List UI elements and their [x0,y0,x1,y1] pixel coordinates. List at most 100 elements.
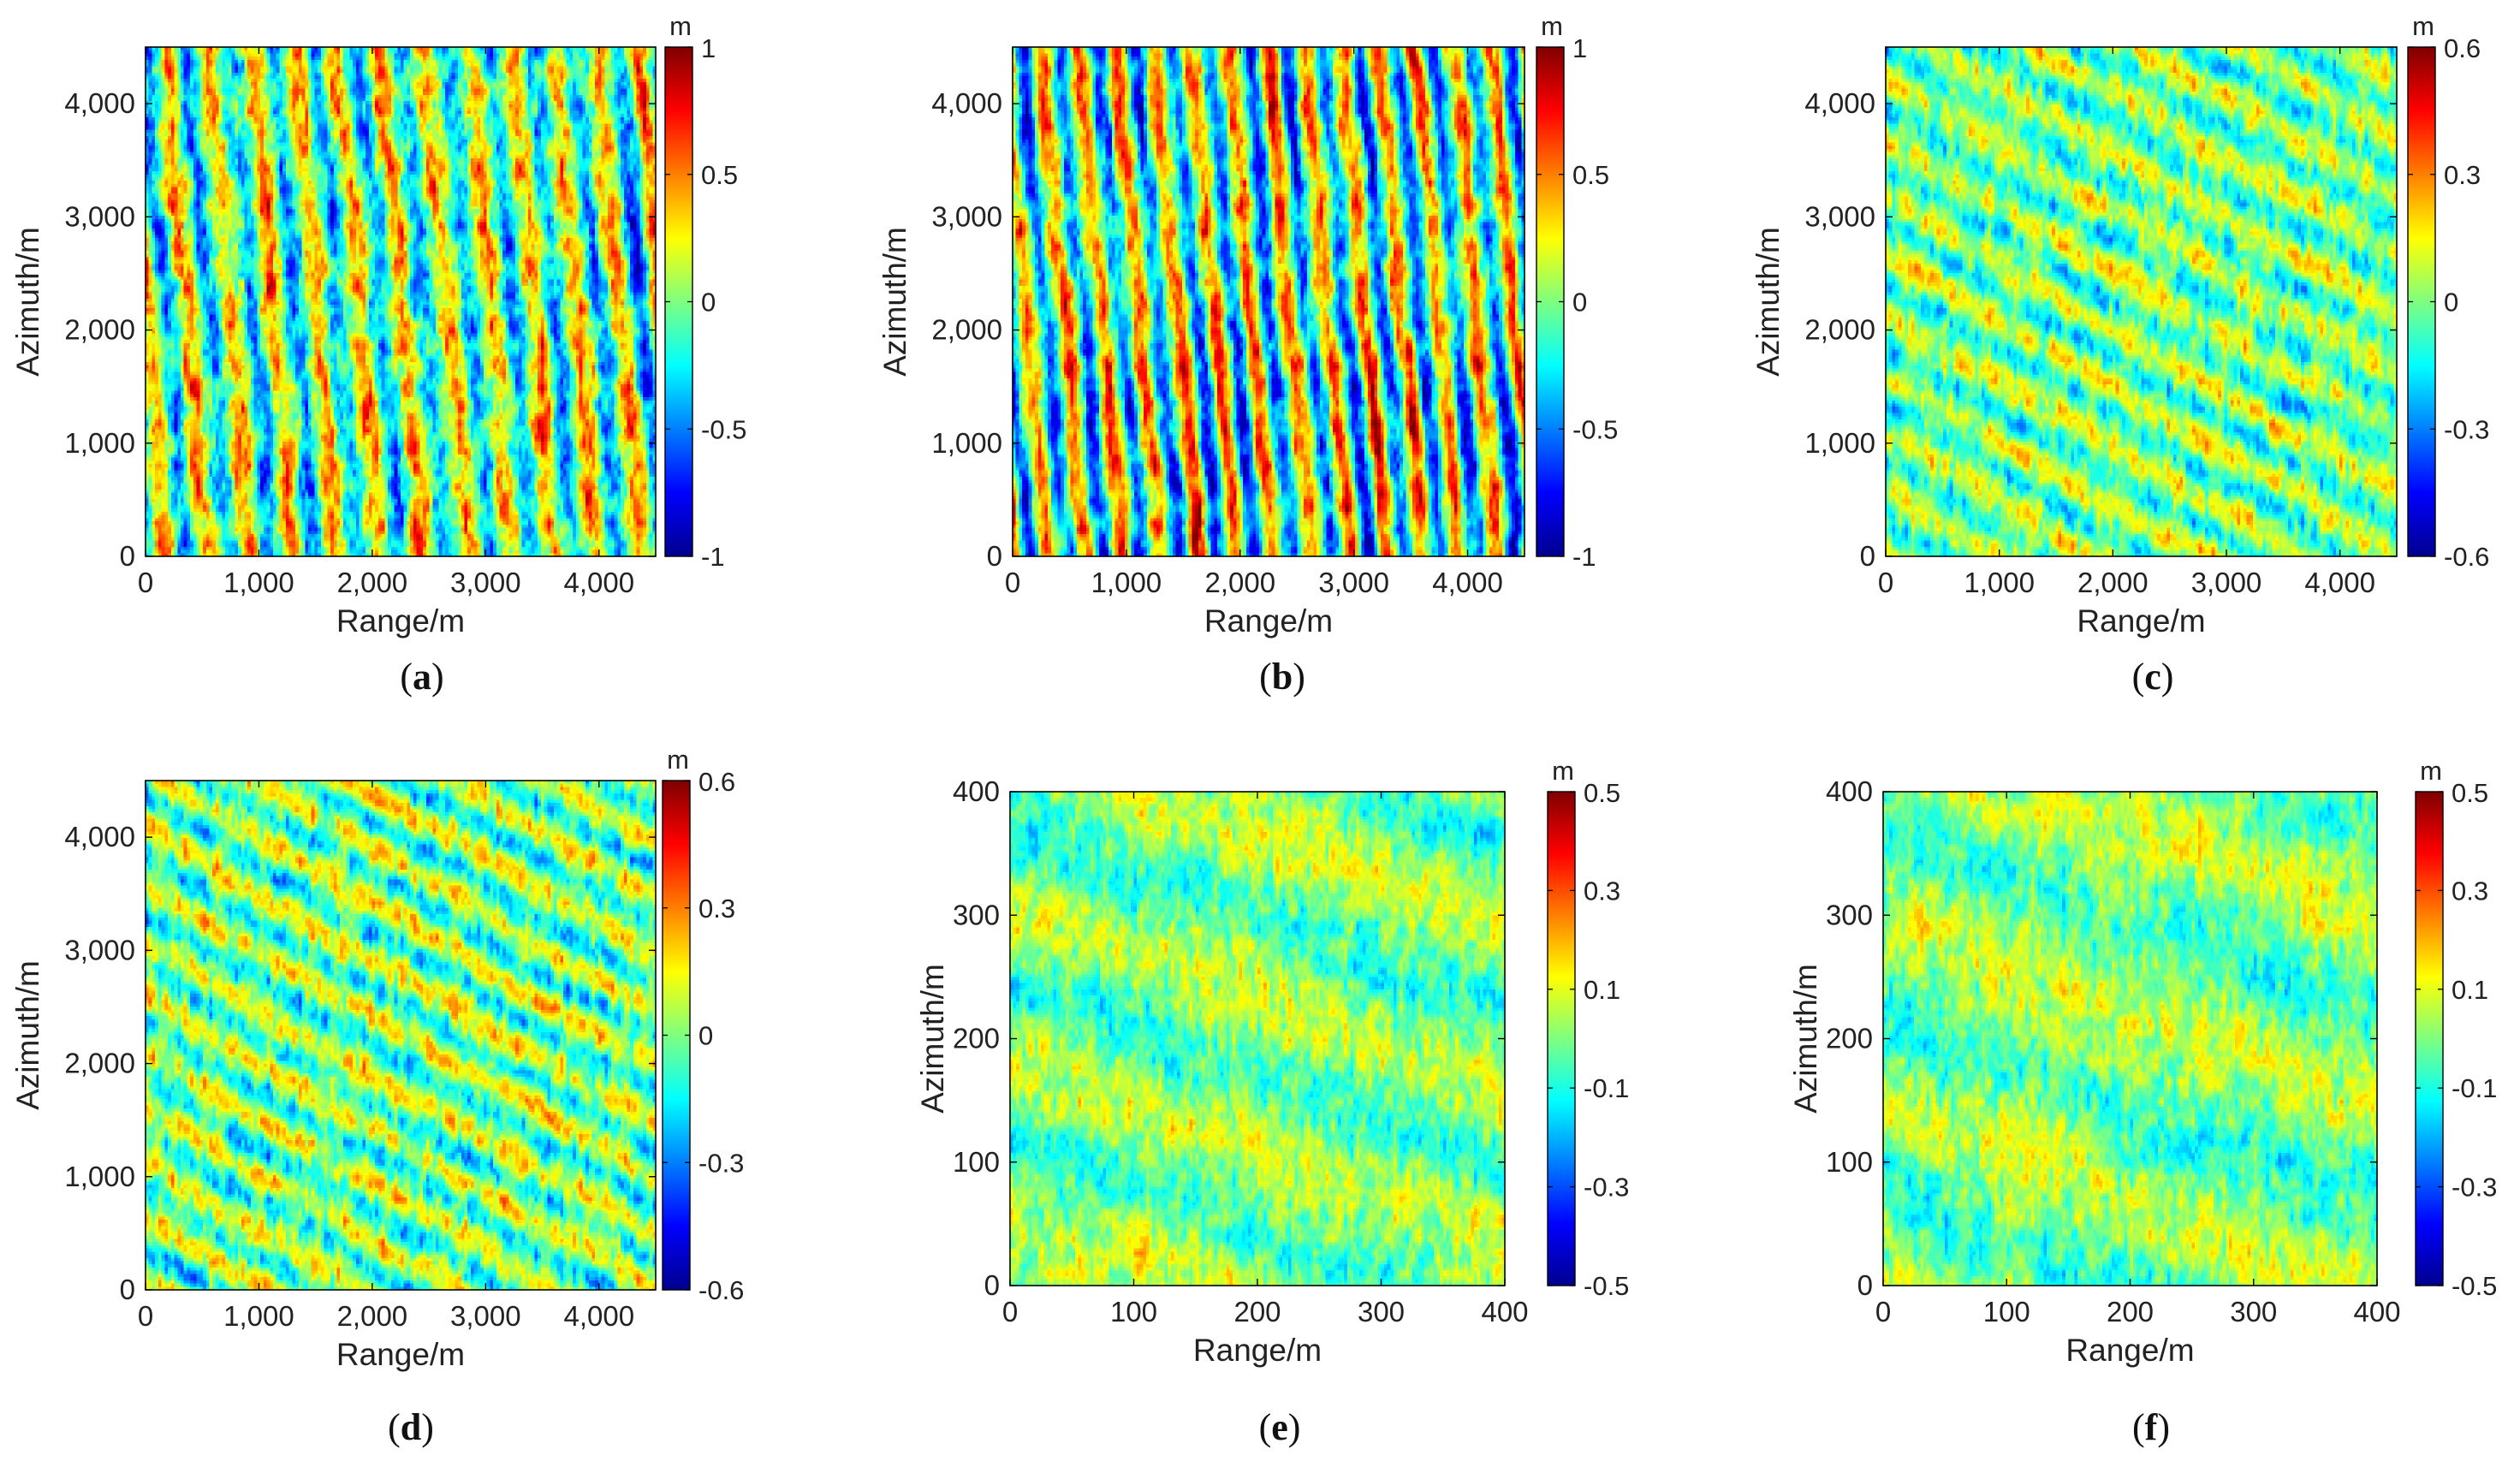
panel-b: 0 1,000 2,000 3,000 4,000 0 1,000 2,000 3,000 4,0… [877,11,1618,698]
x-tick-label: 4,000 [1432,567,1503,598]
panel-f: 0 100 200 300 400 0 100 200 300 400 Range/m Azimuth… [1788,756,2497,1448]
x-tick-label: 400 [2353,1296,2400,1328]
colorbar-tick-label: 0.1 [2452,975,2488,1005]
panel-a: 0 1,000 2,000 3,000 4,000 0 1,000 2,000 3,000 4,0… [10,11,746,698]
colorbar-tick-label: -0.5 [701,414,746,444]
x-tick-label: 4,000 [2304,567,2375,598]
x-tick-label: 2,000 [2077,567,2149,598]
y-tick-label: 300 [1826,899,1873,930]
colorbar-tick-label: -0.1 [1584,1073,1629,1103]
colorbar-tick-label: -0.3 [2452,1173,2497,1203]
y-tick-label: 100 [1826,1146,1873,1178]
colorbar-tick-label: 0.3 [2452,876,2488,906]
y-tick-label: 200 [953,1023,1000,1054]
x-tick-label: 1,000 [223,1300,294,1332]
x-tick-label: 2,000 [337,567,408,598]
y-tick-label: 0 [1860,540,1875,572]
x-tick-label: 1,000 [1964,567,2035,598]
colorbar-tick-label: 0 [698,1021,713,1051]
heatmap-b [1013,47,1524,556]
x-axis-label: Range/m [1204,603,1333,639]
panel-c: 0 1,000 2,000 3,000 4,000 0 1,000 2,000 3,000 4,0… [1750,11,2489,698]
colorbar-tick-label: 0.5 [1584,778,1620,808]
panel-d: 0 1,000 2,000 3,000 4,000 0 1,000 2,000 3,000 4,0… [10,745,744,1448]
colorbar-tick-label: 0.6 [698,767,735,797]
y-tick-label: 1,000 [64,1161,135,1192]
colorbar-tick-label: -0.5 [2452,1271,2497,1301]
x-tick-label: 0 [138,1300,153,1332]
y-tick-label: 4,000 [64,87,135,119]
heatmap-d [146,781,656,1290]
colorbar-tick-label: 0.5 [701,160,738,190]
x-tick-label: 0 [1005,567,1020,598]
colorbar-tick-label: 0.5 [2452,778,2488,808]
panel-caption-e: (e) [1259,1406,1301,1448]
colorbar-unit-label: m [2412,11,2434,41]
panel-caption-a: (a) [400,656,443,698]
axes-frame-d [145,780,657,1291]
y-tick-label: 0 [984,1269,1000,1301]
colorbar-tick-label: 0 [2444,288,2458,318]
y-tick-label: 400 [953,775,1000,807]
colorbar-tick-label: -0.3 [2444,414,2489,444]
y-tick-label: 1,000 [931,427,1002,459]
x-tick-label: 3,000 [450,1300,521,1332]
colorbar-unit-label: m [1552,756,1574,786]
y-tick-label: 4,000 [1804,87,1875,119]
y-tick-label: 0 [987,540,1002,572]
panel-caption-letter: e [1271,1406,1288,1448]
y-tick-label: 2,000 [64,314,135,346]
colorbar-tick-label: 0 [701,288,716,318]
x-axis-label: Range/m [1193,1333,1322,1368]
y-tick-label: 0 [120,540,135,572]
panel-caption-letter: b [1272,656,1293,698]
panel-caption-letter: a [413,656,431,698]
colorbar-tick-label: -0.6 [698,1275,744,1305]
y-axis-label: Azimuth/m [877,227,912,377]
y-tick-label: 3,000 [1804,200,1875,232]
x-tick-label: 2,000 [337,1300,408,1332]
colorbar-tick-label: -0.1 [2452,1073,2497,1103]
colorbar-tick-label: 0.3 [2444,160,2481,190]
panel-caption-letter: d [401,1406,421,1448]
x-tick-label: 0 [138,567,153,598]
colorbar-tick-label: -1 [1572,542,1596,572]
y-axis-label: Azimuth/m [1788,964,1823,1114]
x-axis-label: Range/m [336,603,465,639]
y-tick-label: 3,000 [931,200,1002,232]
colorbar-e [1547,791,1576,1286]
y-axis-label: Azimuth/m [10,960,45,1110]
x-tick-label: 200 [2107,1296,2154,1328]
x-tick-label: 4,000 [563,567,634,598]
x-tick-label: 3,000 [450,567,521,598]
y-tick-label: 100 [953,1146,1000,1178]
panel-caption-letter: f [2145,1406,2159,1448]
colorbar-f [2415,791,2444,1286]
y-tick-label: 200 [1826,1023,1873,1054]
colorbar-tick-label: 0.6 [2444,33,2481,63]
colorbar-tick-label: 1 [1572,33,1587,63]
colorbar-tick-label: -0.5 [1584,1271,1629,1301]
x-tick-label: 2,000 [1204,567,1275,598]
colorbar-tick-label: 0 [1572,288,1587,318]
panel-caption-f: (f) [2132,1406,2170,1448]
panel-caption-b: (b) [1259,656,1305,698]
colorbar-tick-label: -0.3 [698,1148,744,1178]
colorbar-tick-label: -0.6 [2444,542,2489,572]
x-axis-label: Range/m [336,1337,465,1372]
colorbar-tick-label: -0.5 [1572,414,1618,444]
y-tick-label: 3,000 [64,200,135,232]
heatmap-e [1010,792,1505,1286]
x-axis-label: Range/m [2065,1333,2194,1368]
panel-caption-c: (c) [2132,656,2174,698]
y-axis-label: Azimuth/m [915,964,950,1114]
colorbar-tick-label: -0.3 [1584,1173,1629,1203]
axes-frame-b [1012,46,1525,557]
heatmap-c [1886,47,2397,556]
x-tick-label: 1,000 [223,567,294,598]
panel-e: 0 100 200 300 400 0 100 200 300 400 Range/m Azimuth… [915,756,1629,1448]
x-tick-label: 0 [1878,567,1893,598]
y-axis-label: Azimuth/m [10,227,45,377]
colorbar-tick-label: 0.1 [1584,975,1620,1005]
